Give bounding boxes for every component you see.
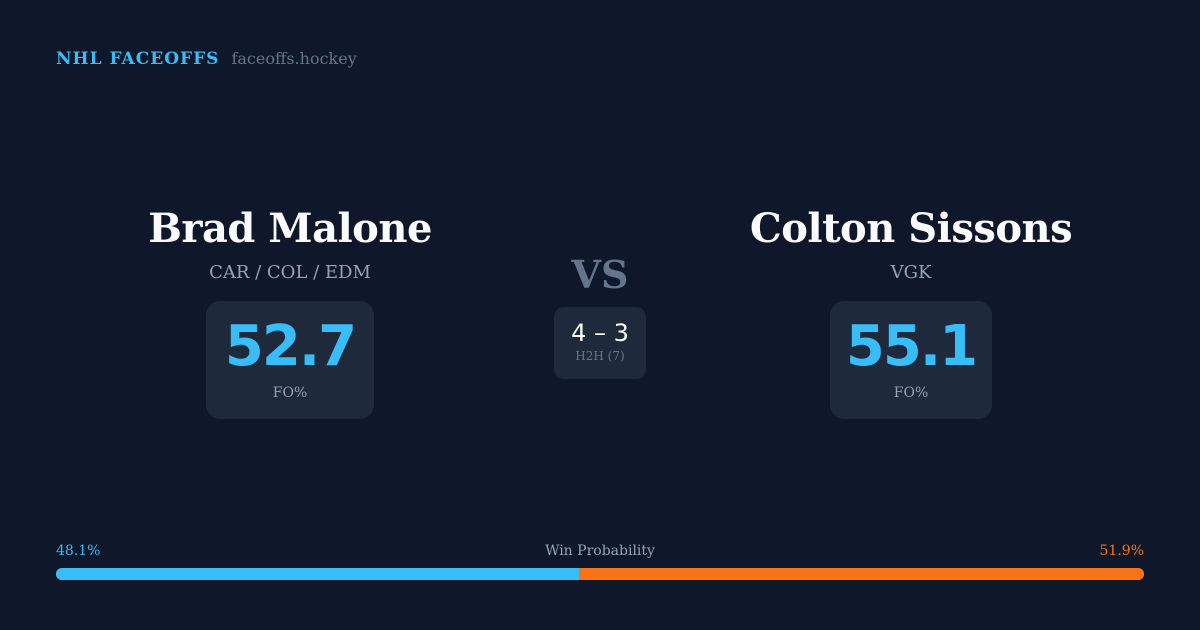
player-1-fo-label: FO%: [272, 385, 308, 401]
player-1: Brad Malone CAR / COL / EDM 52.7 FO%: [80, 205, 500, 419]
player-2: Colton Sissons VGK 55.1 FO%: [701, 205, 1121, 419]
player-2-win-prob: 51.9%: [1099, 543, 1144, 559]
win-probability: 48.1% Win Probability 51.9%: [56, 543, 1144, 580]
brand-title: NHL FACEOFFS: [56, 49, 220, 69]
player-1-name: Brad Malone: [148, 205, 432, 252]
player-1-fo-card: 52.7 FO%: [206, 301, 374, 419]
player-2-teams: VGK: [890, 262, 932, 283]
brand: NHL FACEOFFS faceoffs.hockey: [56, 49, 357, 69]
h2h-score: 4 – 3: [571, 319, 629, 347]
win-probability-label: Win Probability: [545, 543, 655, 559]
vs-label: VS: [571, 252, 629, 297]
player-1-teams: CAR / COL / EDM: [209, 262, 371, 283]
player-2-win-bar: [579, 568, 1144, 580]
player-1-fo-pct: 52.7: [224, 314, 357, 379]
player-2-name: Colton Sissons: [749, 205, 1073, 252]
player-2-fo-label: FO%: [893, 385, 929, 401]
player-2-fo-card: 55.1 FO%: [830, 301, 992, 419]
brand-domain: faceoffs.hockey: [231, 49, 357, 68]
player-1-win-prob: 48.1%: [56, 543, 101, 559]
h2h-label: H2H (7): [575, 349, 625, 363]
player-1-win-bar: [56, 568, 580, 580]
h2h-card: 4 – 3 H2H (7): [554, 307, 646, 379]
player-2-fo-pct: 55.1: [845, 314, 978, 379]
win-probability-bar: [56, 568, 1144, 580]
